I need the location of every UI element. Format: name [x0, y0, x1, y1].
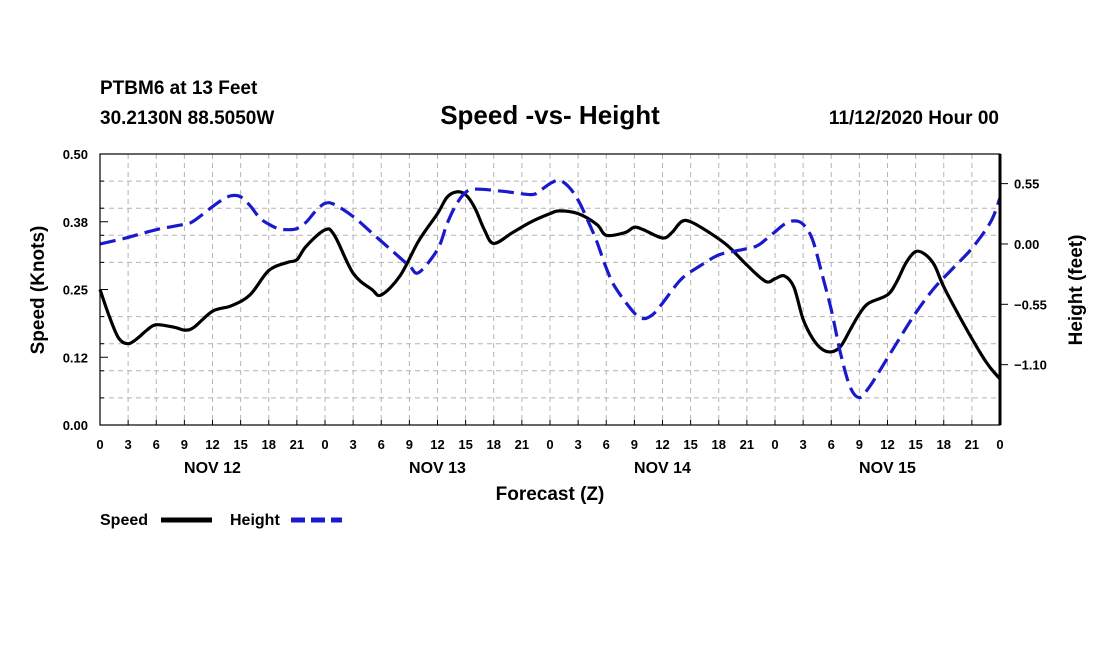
y-right-tick-label: −1.10 [1014, 358, 1047, 373]
left-axis-title: Speed (Knots) [28, 226, 49, 355]
x-tick-label: 9 [856, 437, 863, 452]
y-left-tick-label: 0.38 [63, 215, 88, 230]
x-tick-label: 6 [153, 437, 160, 452]
x-tick-label: 21 [515, 437, 529, 452]
legend-height-label: Height [230, 512, 280, 529]
x-tick-label: 18 [937, 437, 951, 452]
x-tick-label: 0 [546, 437, 553, 452]
station-label: PTBM6 at 13 Feet [100, 78, 258, 99]
x-tick-label: 0 [996, 437, 1003, 452]
x-tick-label: 21 [290, 437, 304, 452]
height-series-line [99, 178, 1002, 400]
x-tick-label: 15 [683, 437, 697, 452]
x-tick-label: 6 [828, 437, 835, 452]
issued-label: 11/12/2020 Hour 00 [829, 108, 999, 129]
y-right-tick-label: 0.55 [1014, 177, 1039, 192]
x-tick-label: 9 [406, 437, 413, 452]
x-axis: 0 3 6 9 12 15 18 21 0 3 6 9 12 15 18 21 0 3 6 9 12 15 18 21 0 3 6 9… [96, 420, 1004, 477]
x-tick-label: 15 [233, 437, 247, 452]
x-tick-label: 18 [712, 437, 726, 452]
legend-speed-label: Speed [100, 512, 148, 529]
y-left-tick-label: 0.50 [63, 147, 88, 162]
x-tick-label: 3 [125, 437, 132, 452]
left-y-axis: 0.00 0.12 0.38 0.50 0.25 [63, 147, 108, 433]
x-tick-label: 15 [908, 437, 922, 452]
right-axis-title: Height (feet) [1066, 235, 1087, 346]
y-left-tick-label: 0.00 [63, 418, 88, 433]
series-layer [98, 178, 1002, 400]
y-right-tick-label: −0.55 [1014, 297, 1047, 312]
x-tick-label: 0 [771, 437, 778, 452]
legend: Speed Height [100, 512, 342, 529]
x-tick-label: 21 [740, 437, 754, 452]
x-tick-label: 6 [603, 437, 610, 452]
x-tick-label: 12 [880, 437, 894, 452]
x-tick-label: 3 [350, 437, 357, 452]
x-tick-label: 15 [458, 437, 472, 452]
x-tick-label: 18 [487, 437, 501, 452]
x-tick-label: 9 [181, 437, 188, 452]
x-tick-label: 3 [575, 437, 582, 452]
day-label: NOV 15 [859, 460, 916, 477]
day-label: NOV 12 [184, 460, 241, 477]
x-tick-label: 9 [631, 437, 638, 452]
x-tick-label: 12 [205, 437, 219, 452]
x-tick-label: 0 [96, 437, 103, 452]
x-tick-label: 12 [655, 437, 669, 452]
chart-title: Speed -vs- Height [440, 100, 660, 130]
x-tick-label: 6 [378, 437, 385, 452]
coords-label: 30.2130N 88.5050W [100, 108, 274, 129]
x-tick-label: 18 [262, 437, 276, 452]
x-tick-label: 0 [321, 437, 328, 452]
y-left-tick-label: 0.12 [63, 350, 88, 365]
speed-series-line [98, 190, 1002, 380]
day-label: NOV 13 [409, 460, 466, 477]
x-tick-label: 3 [800, 437, 807, 452]
x-axis-title: Forecast (Z) [496, 484, 605, 505]
day-label: NOV 14 [634, 460, 691, 477]
y-right-tick-label: 0.00 [1014, 237, 1039, 252]
grid-lines [100, 154, 1000, 425]
right-y-axis: 0.55 0.00 −0.55 −1.10 [1000, 177, 1047, 373]
x-tick-label: 21 [965, 437, 979, 452]
x-tick-label: 12 [430, 437, 444, 452]
y-left-tick-label: 0.25 [63, 283, 88, 298]
